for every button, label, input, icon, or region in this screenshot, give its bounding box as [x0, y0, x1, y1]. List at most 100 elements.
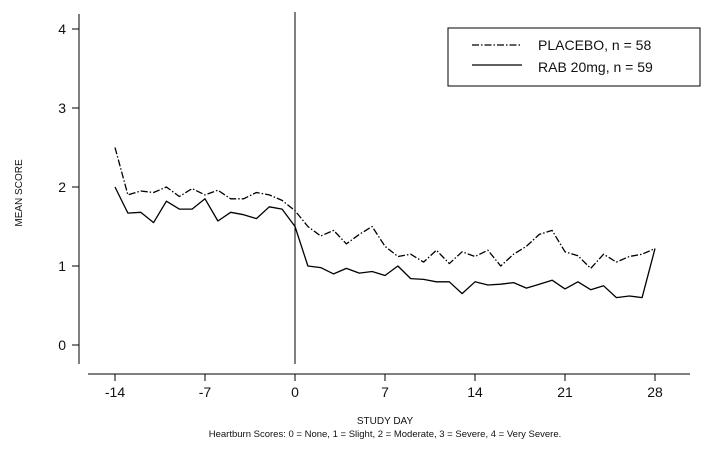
x-tick-label: 0 — [291, 384, 299, 400]
data-point-rab — [564, 288, 565, 289]
data-point-placebo — [590, 268, 591, 269]
data-point-placebo — [603, 254, 604, 255]
legend-label-rab: RAB 20mg, n = 59 — [538, 59, 653, 75]
x-tick-label: -14 — [105, 384, 125, 400]
data-point-placebo — [423, 262, 424, 263]
data-point-rab — [474, 281, 475, 282]
data-point-placebo — [217, 190, 218, 191]
footnote: Heartburn Scores: 0 = None, 1 = Slight, … — [209, 429, 562, 440]
data-point-rab — [179, 209, 180, 210]
legend: PLACEBO, n = 58 RAB 20mg, n = 59 — [447, 27, 701, 87]
data-point-placebo — [307, 226, 308, 227]
data-point-placebo — [204, 194, 205, 195]
y-axis-title: MEAN SCORE — [14, 159, 25, 227]
data-point-placebo — [462, 251, 463, 252]
x-axis-title: STUDY DAY — [357, 416, 414, 427]
data-point-rab — [384, 275, 385, 276]
y-axis-ticks: 0 1 2 3 4 — [58, 21, 79, 353]
data-point-placebo — [179, 196, 180, 197]
data-point-rab — [449, 281, 450, 282]
data-point-placebo — [642, 254, 643, 255]
x-tick-label: -7 — [199, 384, 212, 400]
legend-box — [447, 27, 701, 87]
data-point-rab — [616, 297, 617, 298]
data-point-placebo — [449, 263, 450, 264]
y-tick-label: 1 — [58, 258, 66, 274]
y-tick-label: 3 — [58, 100, 66, 116]
data-point-rab — [642, 297, 643, 298]
data-point-placebo — [230, 198, 231, 199]
x-axis-ticks: -14 -7 0 7 14 21 28 — [105, 374, 663, 400]
data-point-rab — [153, 222, 154, 223]
y-tick-label: 2 — [58, 179, 66, 195]
data-point-rab — [320, 267, 321, 268]
data-point-placebo — [526, 246, 527, 247]
data-point-placebo — [372, 226, 373, 227]
data-point-placebo — [333, 230, 334, 231]
data-point-placebo — [539, 234, 540, 235]
data-point-placebo — [397, 256, 398, 257]
x-tick-label: 7 — [381, 384, 389, 400]
legend-label-placebo: PLACEBO, n = 58 — [538, 37, 651, 53]
data-point-rab — [127, 213, 128, 214]
data-point-placebo — [552, 230, 553, 231]
data-point-placebo — [564, 251, 565, 252]
data-point-rab — [269, 206, 270, 207]
data-point-rab — [243, 214, 244, 215]
data-point-placebo — [282, 200, 283, 201]
x-tick-label: 14 — [467, 384, 483, 400]
data-point-rab — [204, 198, 205, 199]
data-point-placebo — [114, 147, 115, 148]
data-point-rab — [552, 280, 553, 281]
data-point-placebo — [269, 194, 270, 195]
data-point-rab — [423, 279, 424, 280]
data-point-rab — [282, 209, 283, 210]
data-point-rab — [513, 282, 514, 283]
series-line-placebo — [114, 147, 656, 270]
data-point-rab — [230, 212, 231, 213]
data-point-placebo — [474, 256, 475, 257]
data-point-rab — [603, 285, 604, 286]
data-point-placebo — [359, 234, 360, 235]
data-point-rab — [372, 271, 373, 272]
data-point-rab — [539, 284, 540, 285]
data-point-placebo — [256, 192, 257, 193]
data-point-placebo — [410, 254, 411, 255]
data-point-rab — [114, 186, 115, 187]
data-point-placebo — [513, 254, 514, 255]
data-point-placebo — [153, 192, 154, 193]
data-point-placebo — [436, 250, 437, 251]
series-lines — [114, 147, 656, 299]
data-point-rab — [487, 284, 488, 285]
data-point-placebo — [127, 194, 128, 195]
data-point-placebo — [192, 188, 193, 189]
data-point-placebo — [243, 198, 244, 199]
data-point-rab — [654, 248, 655, 249]
data-point-rab — [410, 278, 411, 279]
data-point-placebo — [616, 262, 617, 263]
data-point-rab — [166, 201, 167, 202]
x-tick-label: 21 — [557, 384, 573, 400]
data-point-placebo — [140, 190, 141, 191]
data-point-placebo — [294, 210, 295, 211]
data-point-rab — [217, 220, 218, 221]
data-point-rab — [526, 288, 527, 289]
data-point-placebo — [384, 246, 385, 247]
data-point-rab — [256, 218, 257, 219]
data-point-rab — [333, 273, 334, 274]
data-point-rab — [500, 284, 501, 285]
data-point-rab — [192, 209, 193, 210]
data-point-rab — [577, 281, 578, 282]
data-point-rab — [140, 212, 141, 213]
data-point-rab — [294, 226, 295, 227]
data-point-placebo — [320, 235, 321, 236]
data-point-rab — [307, 265, 308, 266]
data-point-placebo — [487, 250, 488, 251]
data-point-placebo — [346, 243, 347, 244]
data-point-placebo — [166, 186, 167, 187]
data-point-placebo — [577, 255, 578, 256]
series-line-rab — [114, 186, 656, 299]
data-point-rab — [346, 268, 347, 269]
data-point-rab — [436, 281, 437, 282]
